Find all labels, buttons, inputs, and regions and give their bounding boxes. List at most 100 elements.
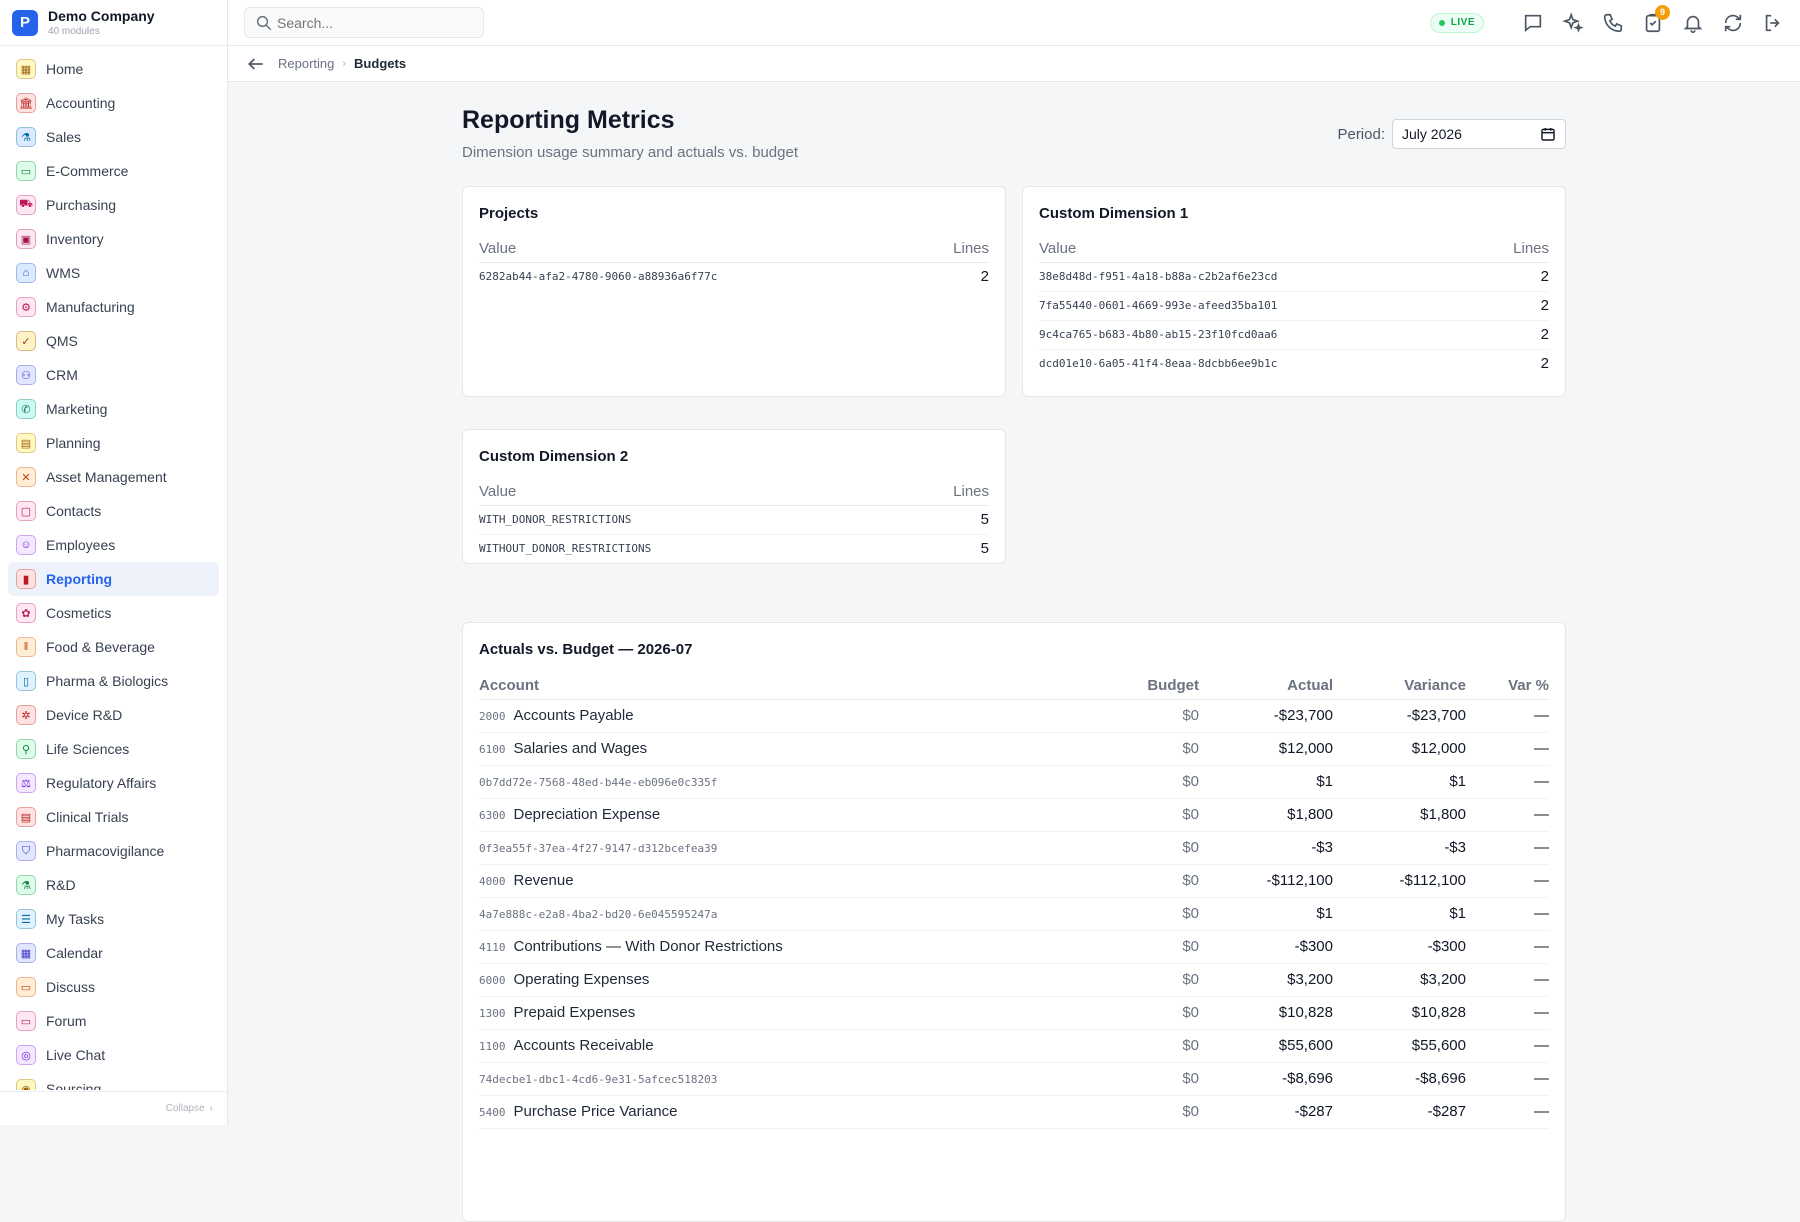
period-selector: Period: July 2026 <box>1337 119 1566 149</box>
sidebar-item-reporting[interactable]: ▮ Reporting <box>8 562 219 596</box>
table-row[interactable]: 1100 Accounts Receivable $0 $55,600 $55,600— <box>479 1029 1549 1063</box>
period-month-input[interactable]: July 2026 <box>1392 119 1566 149</box>
table-row[interactable]: 2000 Accounts Payable $0 -$23,700 -$23,700— <box>479 699 1549 733</box>
sidebar-item-label: Reporting <box>46 571 113 587</box>
sidebar-item-home[interactable]: ▦ Home <box>8 52 219 86</box>
sidebar-item-regulatory-affairs[interactable]: ⚖ Regulatory Affairs <box>8 766 219 800</box>
sidebar-item-qms[interactable]: ✓ QMS <box>8 324 219 358</box>
cart-icon: ⛟ <box>16 195 36 215</box>
table-row[interactable]: 5400 Purchase Price Variance $0 -$287 -$287— <box>479 1095 1549 1129</box>
account-name: Salaries and Wages <box>513 740 648 757</box>
variance-percent: — <box>1466 1029 1549 1063</box>
actual-value: $55,600 <box>1199 1029 1333 1063</box>
collapse-button[interactable]: Collapse ‹ <box>0 1091 227 1125</box>
sidebar-item-calendar[interactable]: ▦ Calendar <box>8 936 219 970</box>
sidebar-item-life-sciences[interactable]: ⚲ Life Sciences <box>8 732 219 766</box>
account-code: 2000 <box>479 710 506 723</box>
period-label: Period: <box>1337 125 1385 143</box>
sidebar-item-live-chat[interactable]: ◎ Live Chat <box>8 1038 219 1072</box>
table-row[interactable]: 6300 Depreciation Expense $0 $1,800 $1,800— <box>479 798 1549 832</box>
bell-icon[interactable] <box>1682 12 1704 34</box>
sidebar-item-my-tasks[interactable]: ☰ My Tasks <box>8 902 219 936</box>
sidebar-item-crm[interactable]: ⚇ CRM <box>8 358 219 392</box>
table-row[interactable]: 4000 Revenue $0 -$112,100 -$112,100— <box>479 864 1549 898</box>
account-id: 4a7e888c-e2a8-4ba2-bd20-6e045595247a <box>479 908 718 921</box>
sidebar-item-inventory[interactable]: ▣ Inventory <box>8 222 219 256</box>
sidebar-item-contacts[interactable]: ▢ Contacts <box>8 494 219 528</box>
card-title: Custom Dimension 1 <box>1039 205 1189 222</box>
sidebar-item-forum[interactable]: ▭ Forum <box>8 1004 219 1038</box>
search-input[interactable] <box>277 14 457 31</box>
sidebar: P Demo Company 40 modules ▦ Home 🏛 Accounti… <box>0 0 228 1125</box>
sidebar-item-pharma-and-biologics[interactable]: ▯ Pharma & Biologics <box>8 664 219 698</box>
calendar-grid-icon: ▤ <box>16 433 36 453</box>
logout-icon[interactable] <box>1762 12 1784 34</box>
sidebar-item-manufacturing[interactable]: ⚙ Manufacturing <box>8 290 219 324</box>
table-row[interactable]: 4110 Contributions — With Donor Restricti… <box>479 930 1549 964</box>
custom-dimension-1-table: Value Lines 38e8d48d-f951-4a18-b88a-c2b2… <box>1039 236 1549 378</box>
phone-icon[interactable] <box>1602 12 1624 34</box>
table-row[interactable]: 0b7dd72e-7568-48ed-b44e-eb096e0c335f $0 $1… <box>479 765 1549 799</box>
clipboard-badge-icon[interactable]: 9 <box>1642 4 1670 34</box>
table-row[interactable]: 1300 Prepaid Expenses $0 $10,828 $10,828— <box>479 996 1549 1030</box>
sparkles-icon[interactable] <box>1562 11 1584 34</box>
search-box[interactable] <box>244 7 484 38</box>
actual-value: $3,200 <box>1199 963 1333 997</box>
sidebar-item-marketing[interactable]: ✆ Marketing <box>8 392 219 426</box>
sidebar-item-label: Device R&D <box>46 707 123 723</box>
table-row[interactable]: 4a7e888c-e2a8-4ba2-bd20-6e045595247a $0 $1… <box>479 897 1549 931</box>
sidebar-item-pharmacovigilance[interactable]: ⛉ Pharmacovigilance <box>8 834 219 868</box>
table-row[interactable]: 74decbe1-dbc1-4cd6-9e31-5afcec518203 $0 -$… <box>479 1062 1549 1096</box>
variance-value: -$287 <box>1333 1095 1466 1129</box>
table-row[interactable]: 0f3ea55f-37ea-4f27-9147-d312bcefea39 $0 -$… <box>479 831 1549 865</box>
sidebar-item-purchasing[interactable]: ⛟ Purchasing <box>8 188 219 222</box>
account-cell: 4000 Revenue <box>479 864 1069 898</box>
sidebar-item-accounting[interactable]: 🏛 Accounting <box>8 86 219 120</box>
utensils-icon: ‖ <box>16 637 36 657</box>
actual-value: -$8,696 <box>1199 1062 1333 1096</box>
column-header-lines: Lines <box>1482 236 1549 263</box>
account-id: 74decbe1-dbc1-4cd6-9e31-5afcec518203 <box>479 1073 718 1086</box>
sidebar-item-label: CRM <box>46 367 78 383</box>
projects-card: Projects Value Lines 6282ab44-afa2-4780-… <box>462 186 1006 397</box>
sidebar-item-cosmetics[interactable]: ✿ Cosmetics <box>8 596 219 630</box>
column-header-account: Account <box>479 672 1069 700</box>
projects-table: Value Lines 6282ab44-afa2-4780-9060-a889… <box>479 236 989 291</box>
brand-header[interactable]: P Demo Company 40 modules <box>0 0 227 46</box>
clipboard-icon: ▤ <box>16 807 36 827</box>
account-name: Purchase Price Variance <box>513 1103 678 1120</box>
sidebar-item-employees[interactable]: ☺ Employees <box>8 528 219 562</box>
variance-value: -$3 <box>1333 831 1466 865</box>
variance-value: $1 <box>1333 765 1466 799</box>
sidebar-item-randd[interactable]: ⚗ R&D <box>8 868 219 902</box>
message-icon[interactable] <box>1522 12 1544 34</box>
sidebar-item-sales[interactable]: ⚗ Sales <box>8 120 219 154</box>
dimension-value: 6282ab44-afa2-4780-9060-a88936a6f77c <box>479 270 718 284</box>
sidebar-item-planning[interactable]: ▤ Planning <box>8 426 219 460</box>
sidebar-item-discuss[interactable]: ▭ Discuss <box>8 970 219 1004</box>
breadcrumb-current: Budgets <box>354 56 407 71</box>
breadcrumb: Reporting › Budgets <box>228 46 1800 82</box>
sidebar-item-asset-management[interactable]: ✕ Asset Management <box>8 460 219 494</box>
table-row[interactable]: 6000 Operating Expenses $0 $3,200 $3,200— <box>479 963 1549 997</box>
account-code: 6000 <box>479 974 506 987</box>
column-header-value: Value <box>479 236 923 263</box>
lotus-icon: ✿ <box>16 603 36 623</box>
custom-dimension-2-table: Value Lines WITH_DONOR_RESTRICTIONS 5 WITH… <box>479 479 989 563</box>
sidebar-item-device-randd[interactable]: ✲ Device R&D <box>8 698 219 732</box>
sidebar-item-clinical-trials[interactable]: ▤ Clinical Trials <box>8 800 219 834</box>
sidebar-item-wms[interactable]: ⌂ WMS <box>8 256 219 290</box>
breadcrumb-reporting-link[interactable]: Reporting <box>278 56 335 71</box>
table-row[interactable]: 6100 Salaries and Wages $0 $12,000 $12,000— <box>479 732 1549 766</box>
factory-icon: ⚙ <box>16 297 36 317</box>
sidebar-item-sourcing[interactable]: ◉ Sourcing <box>8 1072 219 1090</box>
account-name: Prepaid Expenses <box>513 1004 636 1021</box>
account-code: 1300 <box>479 1007 506 1020</box>
calendar-icon[interactable] <box>1540 126 1556 142</box>
back-arrow-icon[interactable] <box>246 54 266 74</box>
variance-percent: — <box>1466 732 1549 766</box>
account-name: Operating Expenses <box>513 971 650 988</box>
sidebar-item-food-and-beverage[interactable]: ‖ Food & Beverage <box>8 630 219 664</box>
sync-icon[interactable] <box>1722 12 1744 34</box>
sidebar-item-e-commerce[interactable]: ▭ E-Commerce <box>8 154 219 188</box>
